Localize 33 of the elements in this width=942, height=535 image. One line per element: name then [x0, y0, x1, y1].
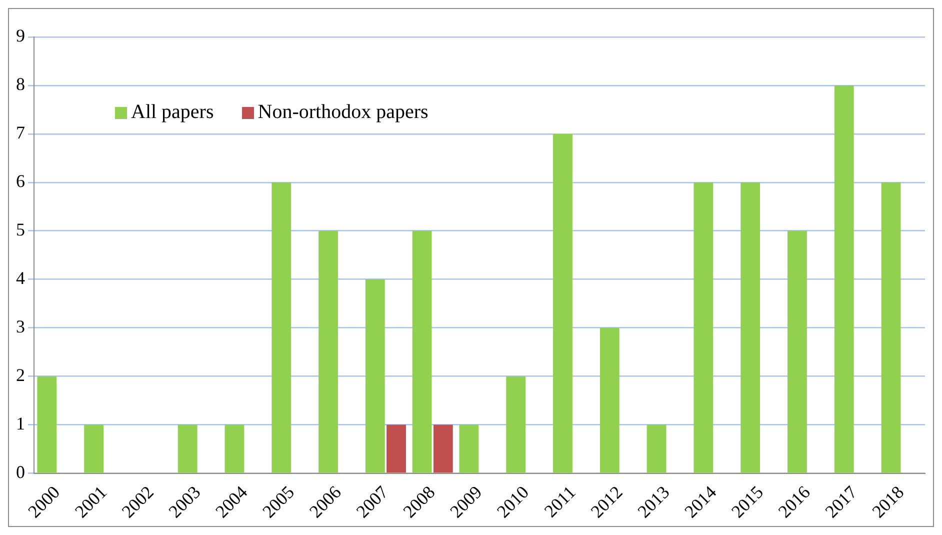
y-tick-label: 2: [16, 365, 25, 386]
bar: [224, 424, 244, 473]
y-tick-label: 3: [16, 316, 25, 337]
bar: [37, 376, 57, 473]
bar: [553, 134, 572, 473]
bar: [834, 85, 854, 473]
bar: [506, 376, 526, 473]
bar: [600, 328, 620, 473]
bar: [646, 424, 666, 473]
bar: [178, 424, 198, 473]
legend-label: Non-orthodox papers: [258, 101, 428, 124]
y-tick-label: 8: [16, 74, 25, 94]
bar: [433, 424, 453, 473]
y-tick-label: 6: [16, 171, 25, 192]
legend-label: All papers: [131, 101, 214, 124]
bar: [881, 182, 901, 473]
bar: [694, 182, 714, 473]
y-tick-label: 9: [16, 26, 25, 46]
x-tick-label: 2011: [540, 482, 580, 522]
y-tick-label: 5: [16, 220, 25, 240]
y-tick-label: 1: [16, 414, 25, 434]
bar: [459, 424, 479, 473]
bar: [788, 230, 807, 473]
bar: [386, 424, 406, 473]
bar: [272, 182, 292, 473]
bar: [365, 279, 385, 473]
bar: [84, 424, 104, 473]
y-tick-label: 7: [16, 122, 25, 143]
bar: [412, 230, 432, 473]
y-tick-label: 4: [16, 268, 25, 288]
y-tick-label: 0: [16, 462, 25, 482]
bar: [318, 230, 338, 473]
bar: [740, 182, 760, 473]
